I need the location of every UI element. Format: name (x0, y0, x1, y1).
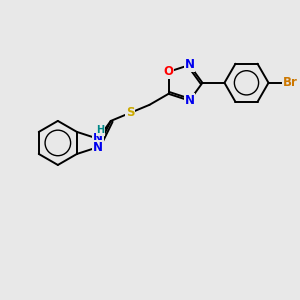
Text: N: N (93, 132, 103, 145)
Text: S: S (126, 106, 134, 119)
Text: N: N (184, 58, 194, 71)
Text: O: O (164, 65, 173, 78)
Text: H: H (97, 125, 105, 135)
Text: N: N (93, 141, 103, 154)
Text: Br: Br (283, 76, 298, 89)
Text: N: N (184, 94, 194, 107)
